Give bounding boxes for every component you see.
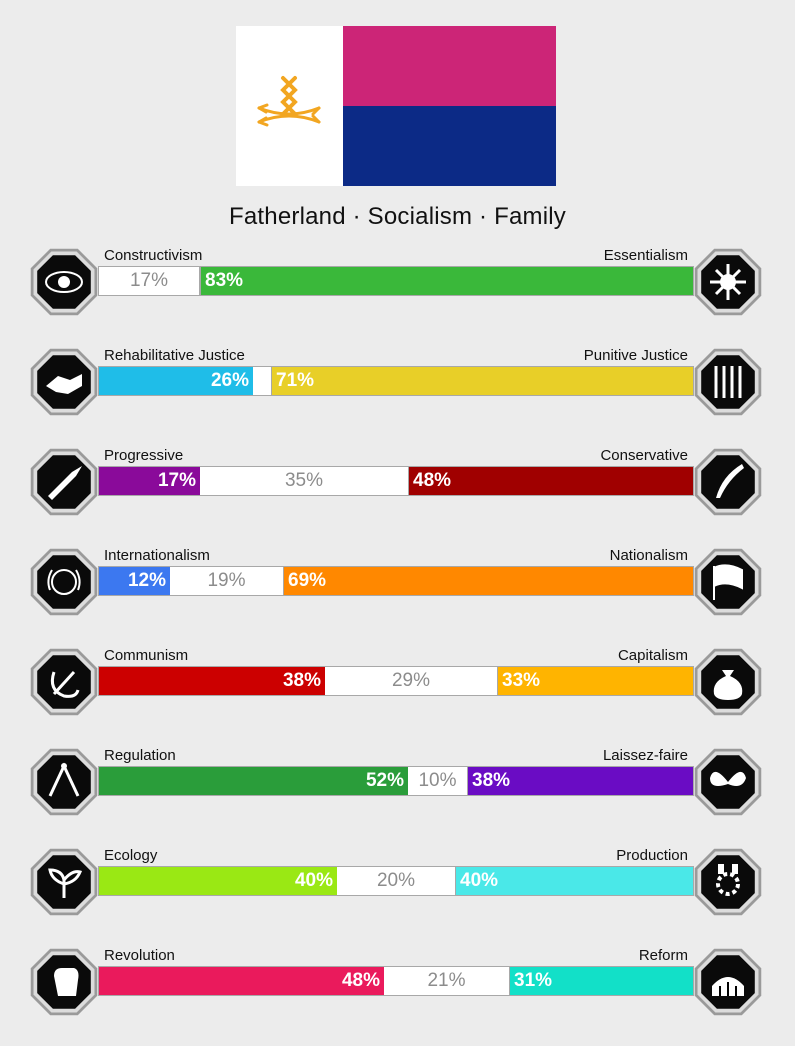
axis-row: Rehabilitative Justice Punitive Justice 26… [28, 346, 764, 420]
right-score-segment: 33% [497, 667, 693, 695]
left-score-segment: 38% [99, 667, 325, 695]
axis-row: Constructivism Essentialism 17% 83% [28, 246, 764, 320]
flag-top-stripe [343, 26, 556, 106]
right-score-segment: 83% [200, 267, 693, 295]
axis-left-label: Constructivism [104, 247, 203, 264]
left-score-segment: 40% [99, 867, 337, 895]
handshake-icon [30, 348, 98, 416]
axis-row: Progressive Conservative 17% 35% 48% [28, 446, 764, 520]
right-score-segment: 40% [455, 867, 693, 895]
axis-score-bar: 48% 21% 31% [98, 966, 694, 996]
axis-score-bar: 26% 71% [98, 366, 694, 396]
axis-left-label: Internationalism [104, 547, 210, 564]
axis-score-bar: 38% 29% 33% [98, 666, 694, 696]
globe-laurel-icon [30, 548, 98, 616]
axis-left-label: Progressive [104, 447, 184, 464]
money-bag-icon [694, 648, 762, 716]
axis-left-label: Regulation [104, 747, 176, 764]
quill-icon [694, 448, 762, 516]
waving-flag-icon [694, 548, 762, 616]
axis-row: Internationalism Nationalism 12% 19% 69% [28, 546, 764, 620]
neutral-score-segment: 29% [391, 670, 431, 691]
axis-score-bar: 17% 35% 48% [98, 466, 694, 496]
axis-right-label: Capitalism [617, 647, 688, 664]
axis-right-label: Production [616, 847, 688, 864]
axis-left-label: Ecology [104, 847, 158, 864]
hammer-sickle-icon [30, 648, 98, 716]
parliament-icon [694, 948, 762, 1016]
right-score-segment: 38% [467, 767, 693, 795]
axis-right-label: Conservative [600, 447, 688, 464]
right-score-segment: 48% [408, 467, 693, 495]
left-score-segment: 52% [99, 767, 408, 795]
neutral-score-segment: 35% [284, 470, 324, 491]
left-score-segment: 26% [99, 367, 253, 395]
flower-icon [694, 248, 762, 316]
axis-score-bar: 40% 20% 40% [98, 866, 694, 896]
left-score-segment: 17% [99, 467, 200, 495]
neutral-score-segment: 19% [207, 570, 246, 591]
left-score-segment: 48% [99, 967, 384, 995]
axis-right-label: Punitive Justice [583, 347, 688, 364]
axis-row: Revolution Reform 48% 21% 31% [28, 946, 764, 1020]
crossed-arrows-emblem-icon [257, 76, 321, 127]
axis-left-label: Rehabilitative Justice [104, 347, 245, 364]
axis-left-label: Communism [104, 647, 189, 664]
right-score-segment: 31% [509, 967, 693, 995]
neutral-score-segment: 20% [376, 870, 416, 891]
neutral-score-segment: 21% [427, 970, 466, 991]
prison-bars-icon [694, 348, 762, 416]
axis-score-bar: 12% 19% 69% [98, 566, 694, 596]
neutral-score-segment [253, 367, 271, 395]
axis-right-label: Reform [638, 947, 688, 964]
axis-left-label: Revolution [104, 947, 175, 964]
axis-row: Ecology Production 40% 20% 40% [28, 846, 764, 920]
left-score-segment: 17% [99, 267, 200, 295]
axis-right-label: Nationalism [609, 547, 688, 564]
axis-score-bar: 52% 10% 38% [98, 766, 694, 796]
left-score-segment: 12% [99, 567, 170, 595]
axis-row: Regulation Laissez-faire 52% 10% 38% [28, 746, 764, 820]
gear-factory-icon [694, 848, 762, 916]
butterfly-icon [694, 748, 762, 816]
axis-score-bar: 17% 83% [98, 266, 694, 296]
ideology-slogan: Fatherland · Socialism · Family [229, 203, 566, 230]
axis-right-label: Essentialism [603, 247, 688, 264]
eye-icon [30, 248, 98, 316]
right-score-segment: 71% [271, 367, 693, 395]
sprout-icon [30, 848, 98, 916]
flag-bottom-stripe [343, 106, 556, 186]
neutral-score-segment: 10% [418, 770, 457, 791]
axis-row: Communism Capitalism 38% 29% 33% [28, 646, 764, 720]
right-score-segment: 69% [283, 567, 693, 595]
rocket-icon [30, 448, 98, 516]
axis-right-label: Laissez-faire [602, 747, 688, 764]
ruler-compass-icon [30, 748, 98, 816]
fist-icon [30, 948, 98, 1016]
flag [236, 26, 556, 186]
